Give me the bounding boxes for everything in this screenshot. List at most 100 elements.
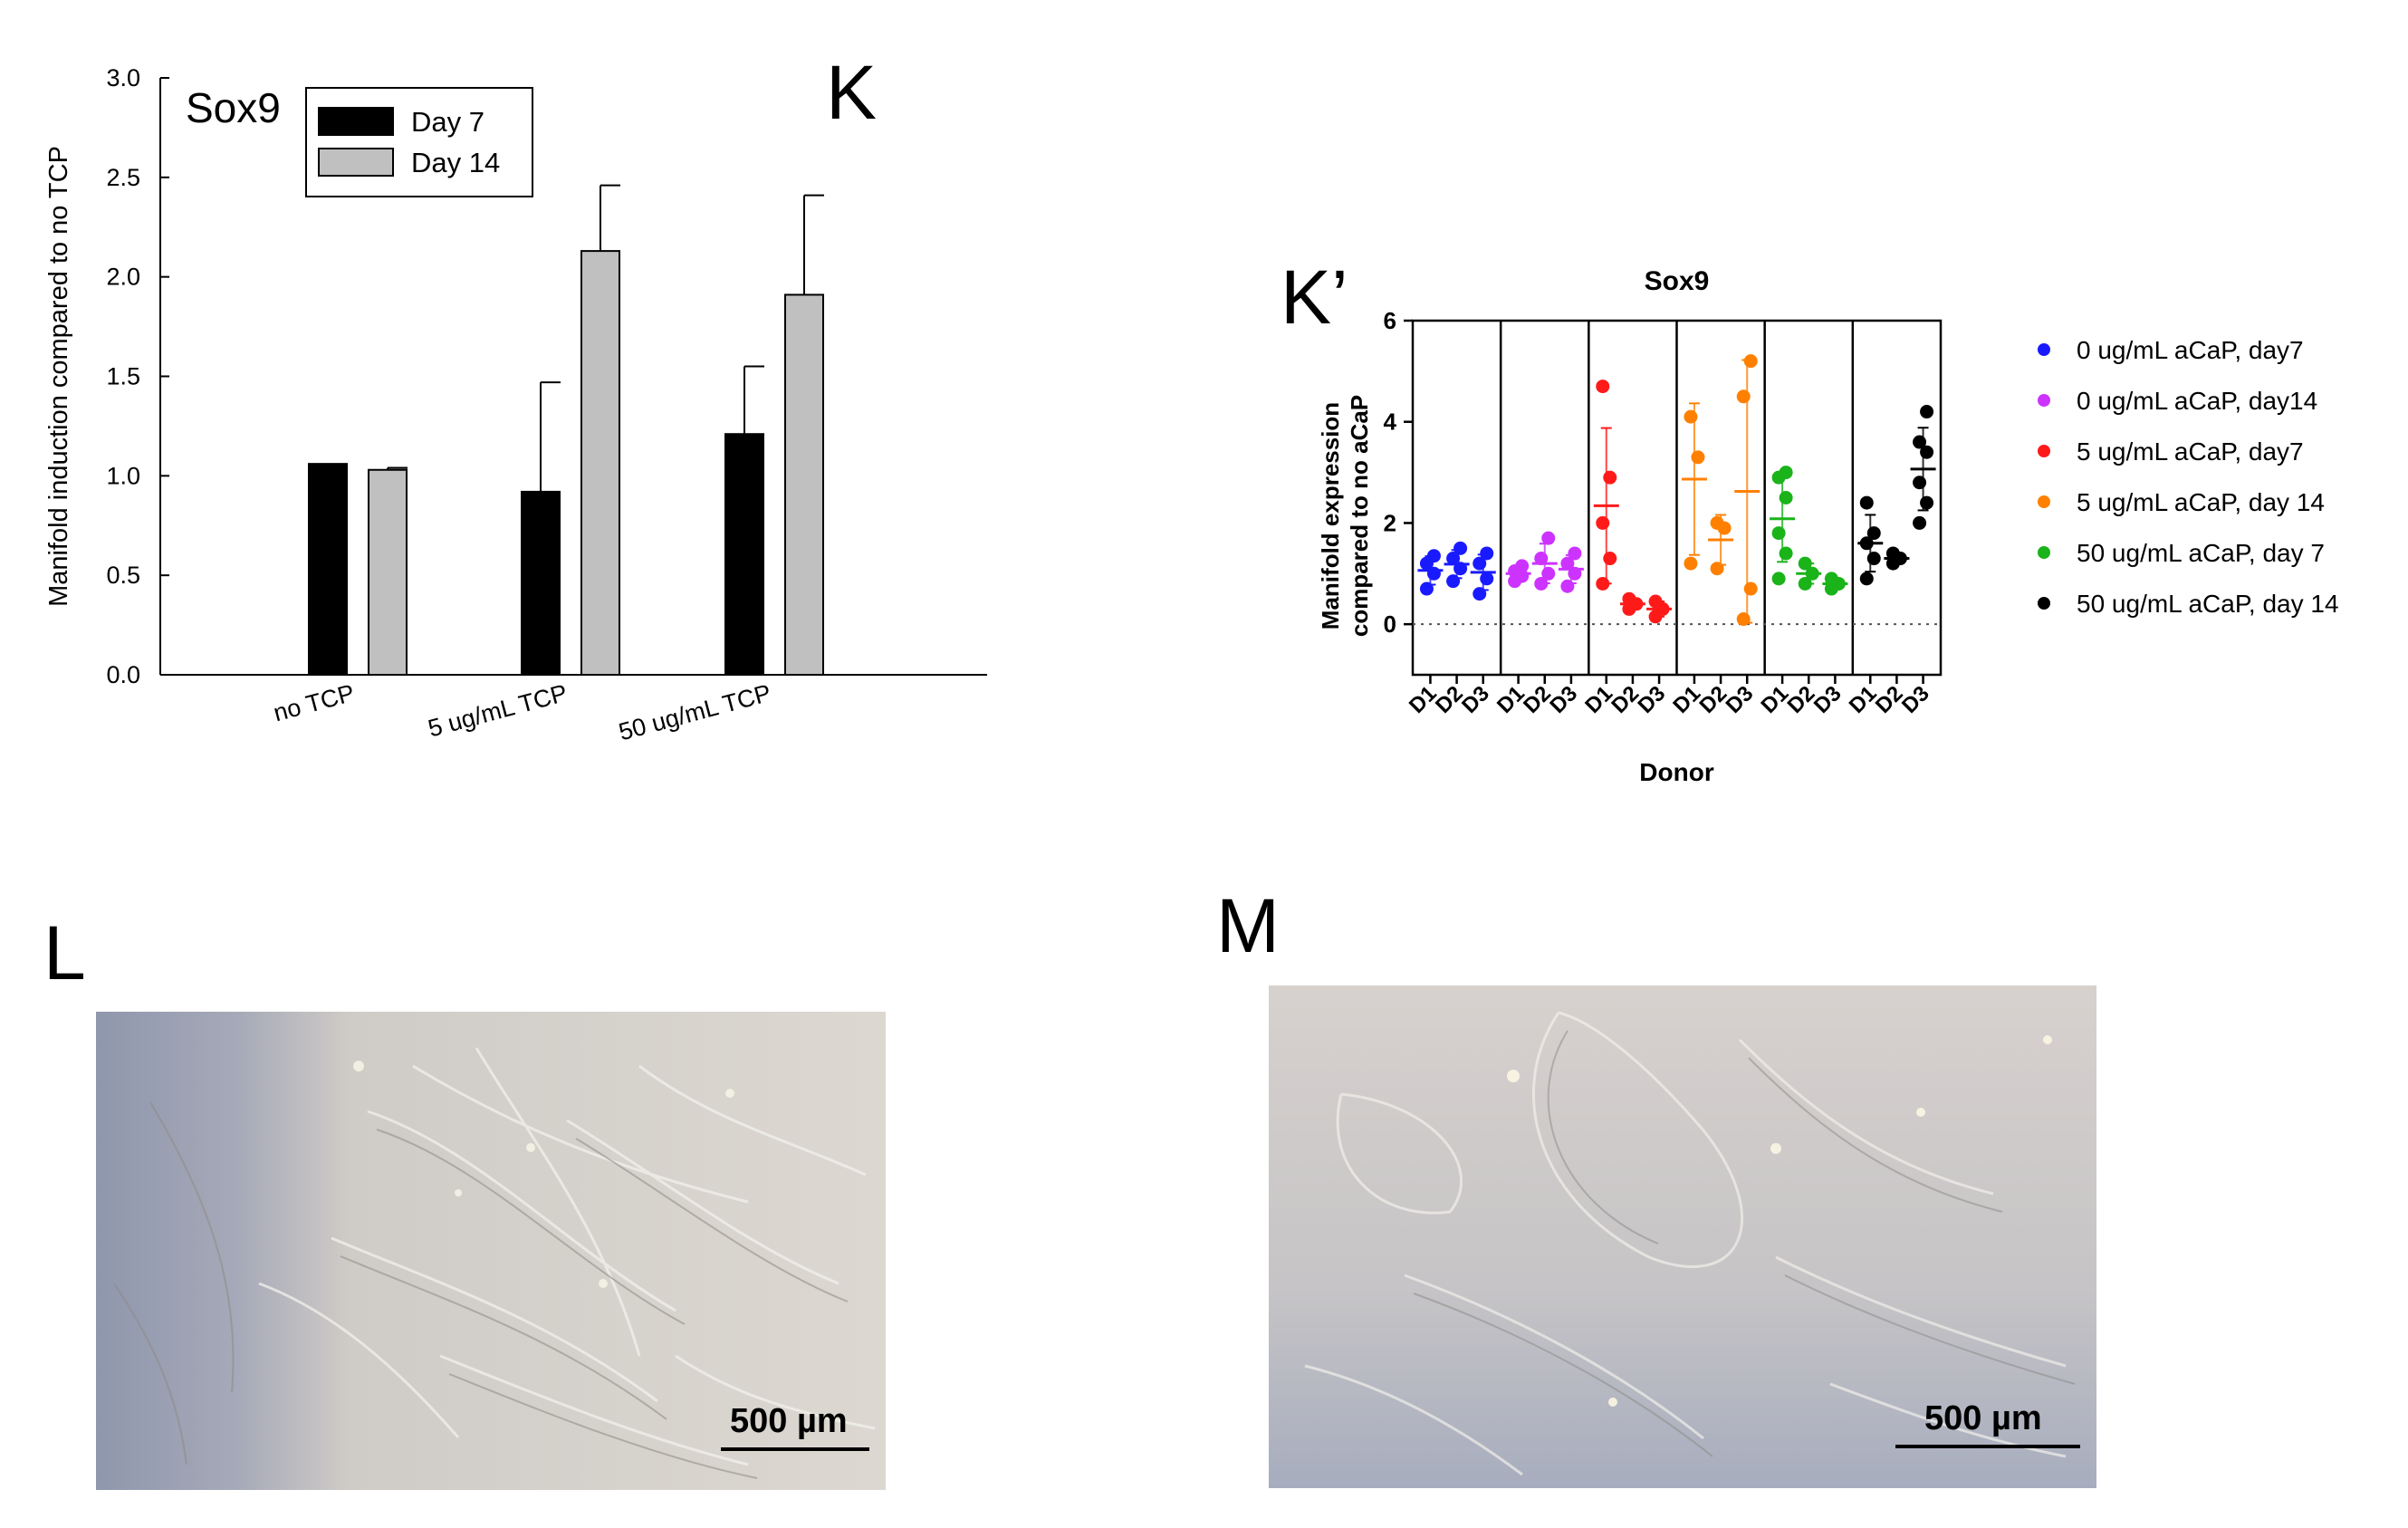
data-point [1596, 380, 1610, 394]
y-tick-label: 2 [1384, 509, 1396, 536]
data-point [1446, 574, 1461, 589]
data-point [1866, 552, 1881, 566]
legend-label: 50 ug/mL aCaP, day 14 [2077, 590, 2339, 618]
micrograph-m [1269, 985, 2096, 1488]
bar-day-14 [368, 468, 408, 677]
legend-label: 5 ug/mL aCaP, day 14 [2077, 488, 2325, 516]
y-tick-label: 6 [1384, 307, 1396, 334]
data-point [1596, 515, 1610, 530]
data-point [1684, 409, 1698, 424]
dot-plot-sox9: 0 2 4 6 Sox9 Manifold expression compared to n… [1317, 266, 2339, 786]
x-tick-label: D3 [1722, 681, 1759, 718]
data-point [1710, 562, 1724, 576]
scale-bar-label-l: 500 µm [730, 1402, 848, 1440]
data-point [1473, 587, 1487, 601]
data-point [1920, 495, 1934, 510]
bar-day-7 [308, 463, 348, 676]
data-point [1771, 572, 1786, 586]
data-point [1913, 515, 1927, 530]
y-tick-label: 3.0 [106, 64, 140, 91]
y-axis-label: compared to no aCaP [1346, 395, 1373, 637]
data-point [1453, 562, 1468, 576]
x-tick-label: D3 [1634, 681, 1671, 718]
legend-marker [2038, 445, 2050, 457]
legend-label: 5 ug/mL aCaP, day7 [2077, 437, 2304, 466]
x-tick-label: no TCP [271, 679, 358, 727]
scale-bar-line-m [1895, 1445, 2080, 1448]
data-point [1568, 566, 1582, 581]
panel-label-k: K [826, 50, 878, 135]
data-point [1743, 581, 1758, 596]
legend-label: Day 7 [411, 106, 484, 138]
legend-marker [2038, 495, 2050, 508]
chart-title: Sox9 [186, 84, 281, 131]
data-point [1779, 546, 1793, 561]
data-point [1534, 552, 1549, 566]
data-point [1913, 435, 1927, 449]
data-point [1805, 566, 1819, 581]
data-point [1419, 581, 1434, 596]
legend-label: 0 ug/mL aCaP, day7 [2077, 336, 2304, 364]
micrograph-l [96, 1012, 886, 1490]
data-point [1622, 591, 1636, 606]
bar-day-7 [521, 490, 561, 677]
data-point [1473, 556, 1487, 571]
x-tick-label: D3 [1897, 681, 1934, 718]
legend-label: 0 ug/mL aCaP, day14 [2077, 387, 2317, 415]
data-point [1648, 594, 1663, 609]
data-point [1560, 579, 1575, 593]
data-point [1771, 526, 1786, 541]
x-tick-label: 50 ug/mL TCP [616, 679, 773, 746]
y-tick-label: 2.0 [106, 264, 140, 291]
data-point [1603, 552, 1617, 566]
data-point [1541, 531, 1556, 545]
y-tick-label: 1.5 [106, 363, 140, 390]
data-point [1446, 552, 1461, 566]
legend-marker [2038, 394, 2050, 407]
data-point [1824, 572, 1838, 586]
data-point [1568, 546, 1582, 561]
bar-day-14 [580, 250, 620, 676]
y-axis-label: Manifold expression [1317, 402, 1344, 629]
legend-label: Day 14 [411, 147, 500, 178]
data-point [1913, 476, 1927, 490]
y-tick-label: 4 [1384, 408, 1397, 436]
data-point [1798, 556, 1812, 571]
legend-marker [2038, 546, 2050, 559]
data-point [1691, 450, 1705, 465]
panel-label-l: L [43, 910, 86, 995]
data-point [1885, 546, 1900, 561]
data-point [1920, 405, 1934, 419]
data-point [1684, 556, 1698, 571]
legend-label: 50 ug/mL aCaP, day 7 [2077, 539, 2325, 567]
data-point [1866, 526, 1881, 541]
data-point [1560, 556, 1575, 571]
data-point [1779, 466, 1793, 480]
data-point [1603, 470, 1617, 485]
data-point [1779, 491, 1793, 505]
x-tick-label: D3 [1809, 681, 1847, 718]
scale-bar-label-m: 500 µm [1924, 1399, 2042, 1437]
data-point [1859, 572, 1874, 586]
data-point [1534, 576, 1549, 591]
data-point [1480, 572, 1494, 586]
data-point [1859, 536, 1874, 551]
y-tick-label: 0.0 [106, 661, 140, 688]
data-point [1920, 445, 1934, 459]
data-point [1743, 354, 1758, 369]
data-point [1859, 495, 1874, 510]
data-point [1480, 546, 1494, 561]
bar-chart-sox9: 0.0 0.5 1.0 1.5 2.0 2.5 3.0 Manifold induction … [44, 64, 987, 746]
y-tick-label: 0 [1384, 610, 1396, 638]
legend-marker [2038, 597, 2050, 610]
data-point [1426, 549, 1441, 563]
data-point [1426, 566, 1441, 581]
data-point [1515, 559, 1530, 573]
legend-box [305, 87, 533, 197]
x-tick-label: D3 [1457, 681, 1494, 718]
data-point [1736, 612, 1751, 627]
legend-marker [2038, 343, 2050, 356]
data-point [1541, 566, 1556, 581]
panel-label-m: M [1216, 883, 1280, 968]
data-point [1736, 389, 1751, 404]
